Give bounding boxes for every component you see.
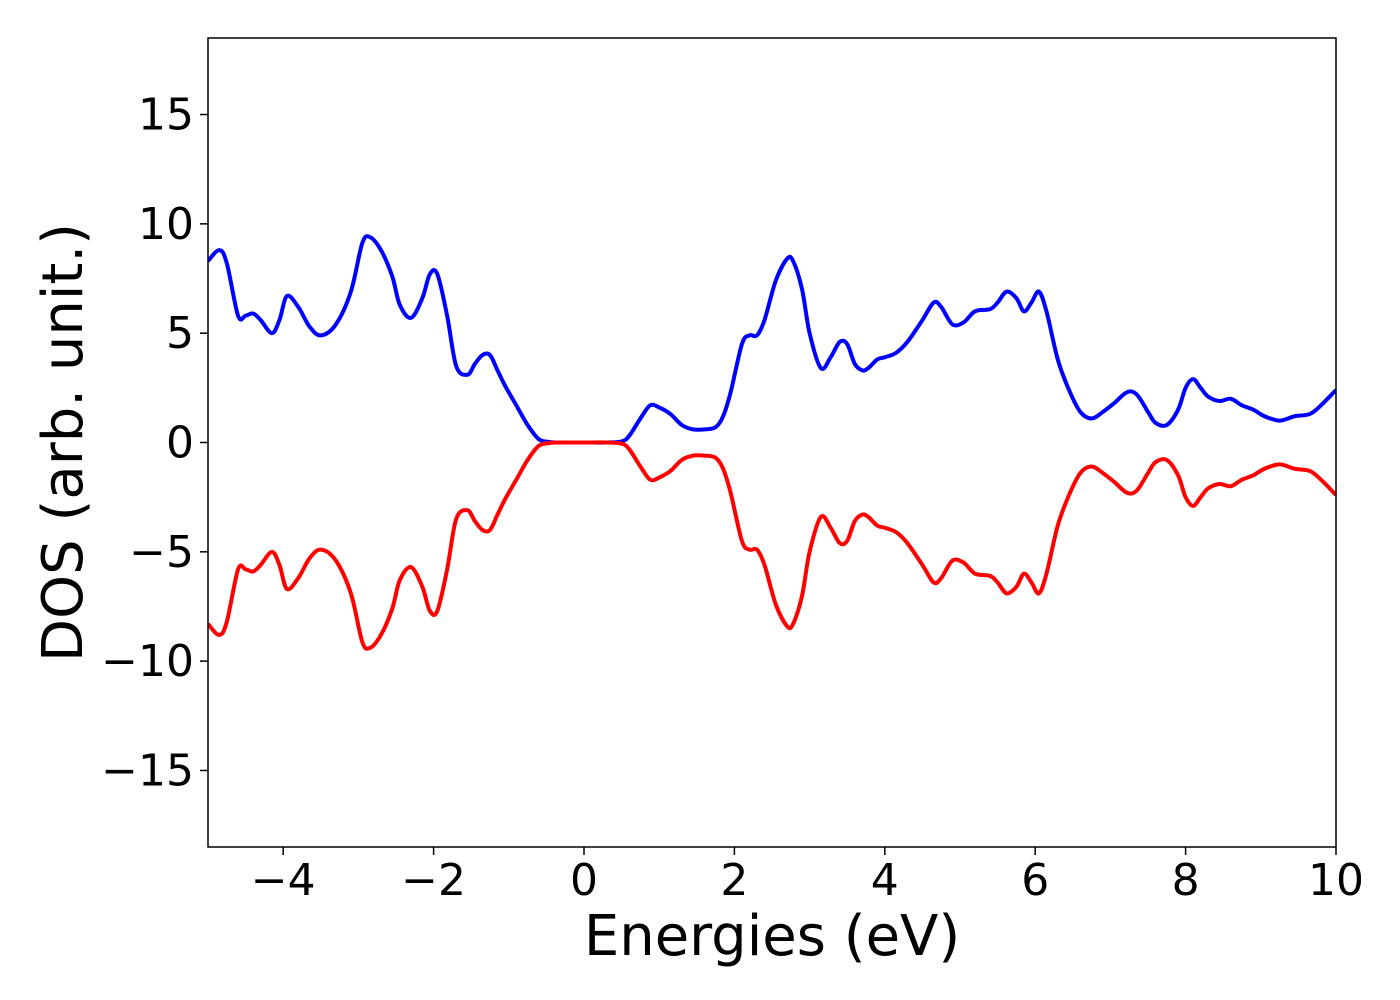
y-tick-label: 0	[166, 418, 194, 469]
x-tick-label: 10	[1308, 855, 1364, 906]
series-layer	[208, 234, 1336, 651]
x-tick-label: 8	[1172, 855, 1200, 906]
x-tick-label: −2	[401, 855, 466, 906]
series-line-1	[208, 234, 1336, 445]
x-tick-label: 0	[570, 855, 598, 906]
y-tick-label: −10	[101, 636, 194, 687]
x-tick-label: 2	[720, 855, 748, 906]
y-axis-title: DOS (arb. unit.)	[31, 223, 96, 662]
series-line-2	[208, 440, 1336, 651]
x-tick-label: 6	[1021, 855, 1049, 906]
x-tick-label: 4	[871, 855, 899, 906]
y-tick-label: −15	[101, 745, 194, 796]
x-axis-title: Energies (eV)	[584, 904, 960, 969]
y-tick-label: 15	[138, 90, 194, 141]
ticks-layer: −4 −2 0 2 4 6 8 10 15 10 5 0 −5 −10 −15	[101, 90, 1364, 906]
y-tick-label: 5	[166, 308, 194, 359]
y-tick-label: −5	[129, 527, 194, 578]
x-tick-label: −4	[251, 855, 316, 906]
y-tick-label: 10	[138, 199, 194, 250]
plot-frame	[207, 37, 1337, 848]
